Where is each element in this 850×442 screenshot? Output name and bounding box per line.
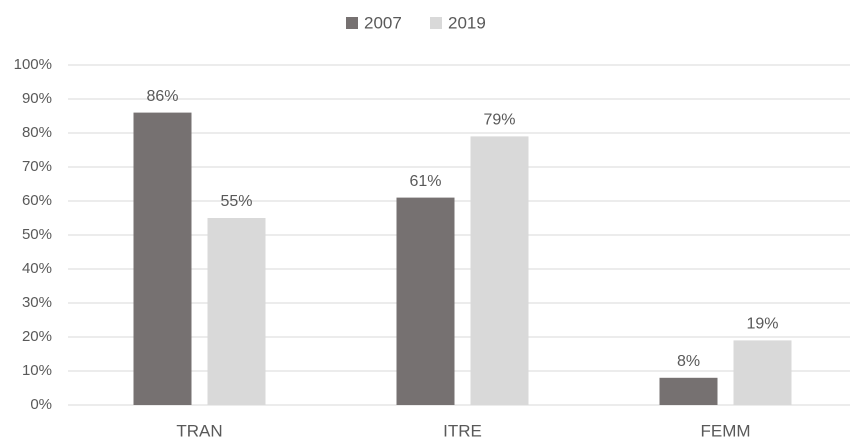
y-tick-label: 50%: [22, 226, 52, 243]
bar: [207, 218, 266, 405]
x-tick-label: FEMM: [700, 421, 750, 440]
y-tick-label: 90%: [22, 90, 52, 107]
bar: [470, 136, 529, 405]
bar: [396, 197, 455, 405]
y-tick-label: 60%: [22, 192, 52, 209]
data-label: 86%: [146, 88, 178, 105]
x-tick-label: ITRE: [443, 421, 482, 440]
data-label: 79%: [483, 112, 515, 129]
legend-label: 2007: [364, 13, 402, 32]
legend-swatch: [430, 17, 442, 29]
bar: [733, 340, 792, 405]
data-label: 55%: [220, 193, 252, 210]
legend-swatch: [346, 17, 358, 29]
bar: [659, 377, 718, 405]
legend-label: 2019: [448, 13, 486, 32]
y-tick-label: 20%: [22, 328, 52, 345]
y-tick-label: 80%: [22, 124, 52, 141]
y-tick-label: 0%: [30, 396, 52, 413]
data-label: 19%: [746, 316, 778, 333]
data-label: 61%: [409, 173, 441, 190]
x-tick-label: TRAN: [176, 421, 222, 440]
y-tick-label: 100%: [14, 56, 52, 73]
bar: [133, 112, 192, 405]
data-label: 8%: [677, 353, 700, 370]
y-tick-label: 30%: [22, 294, 52, 311]
y-tick-label: 70%: [22, 158, 52, 175]
y-tick-label: 10%: [22, 362, 52, 379]
y-tick-label: 40%: [22, 260, 52, 277]
